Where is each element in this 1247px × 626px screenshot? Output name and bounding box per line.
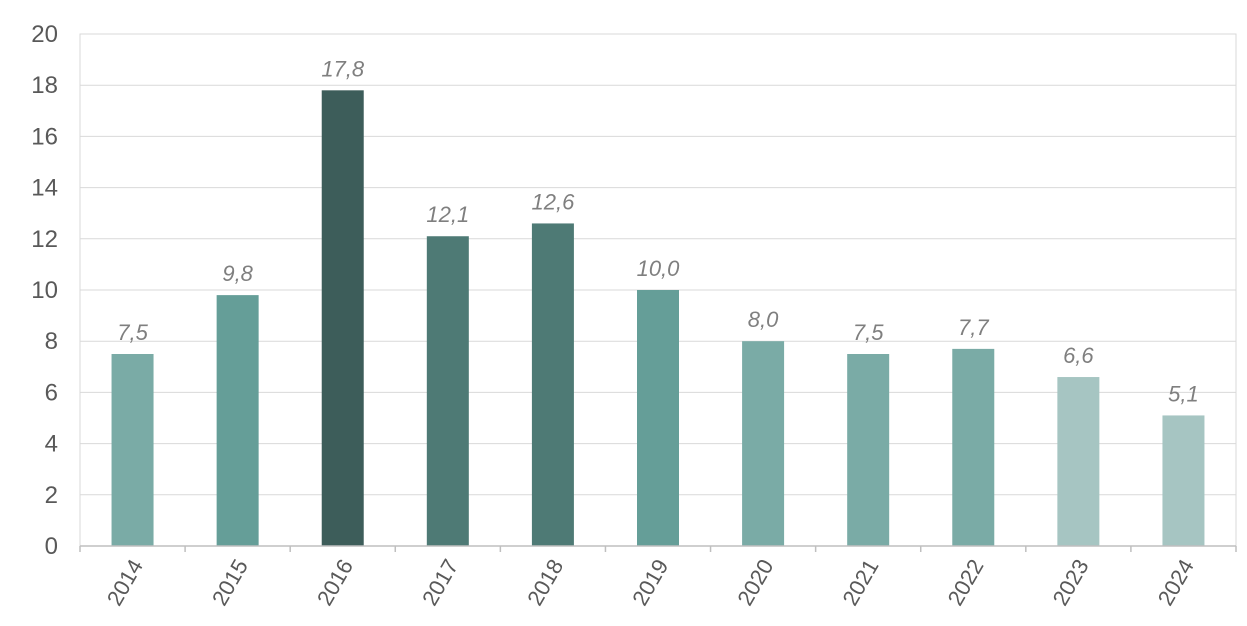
y-axis-ticks: 0 2 4 6 8 10 12 14 16 18 20 (31, 21, 58, 560)
bar-2023 (1057, 377, 1100, 546)
y-tick-label: 14 (31, 175, 58, 202)
bar-2021 (847, 354, 890, 546)
x-tick-label-2018: 2018 (522, 555, 568, 610)
y-tick-label: 8 (45, 328, 58, 355)
data-label-2023: 6,6 (1063, 343, 1094, 368)
x-tick-label-2021: 2021 (837, 555, 883, 610)
bars (111, 90, 1205, 547)
data-label-2017: 12,1 (426, 202, 469, 227)
x-tick-label-2019: 2019 (627, 555, 673, 610)
x-tick-label-2022: 2022 (943, 555, 989, 610)
y-tick-label: 10 (31, 277, 58, 304)
bar-2014 (111, 354, 154, 546)
x-tick-label-2015: 2015 (207, 555, 253, 610)
y-tick-label: 4 (45, 431, 58, 458)
y-tick-label: 20 (31, 21, 58, 48)
bar-2022 (952, 348, 995, 546)
x-tick-label-2024: 2024 (1153, 555, 1199, 610)
y-tick-label: 0 (45, 533, 58, 560)
data-label-2016: 17,8 (321, 56, 365, 81)
data-label-2020: 8,0 (748, 307, 779, 332)
bar-2017 (426, 236, 469, 547)
y-tick-label: 18 (31, 72, 58, 99)
x-tick-label-2023: 2023 (1048, 555, 1094, 610)
data-label-2015: 9,8 (222, 261, 253, 286)
y-tick-label: 16 (31, 123, 58, 150)
x-tick-label-2014: 2014 (102, 555, 148, 610)
bar-2020 (742, 341, 785, 546)
data-label-2018: 12,6 (531, 189, 575, 214)
bar-2016 (321, 90, 364, 546)
data-label-2022: 7,7 (958, 315, 989, 340)
y-tick-label: 6 (45, 379, 58, 406)
gridlines (80, 33, 1236, 496)
data-labels: 7,5 9,8 17,8 12,1 12,6 10,0 8,0 7,5 7,7 6,6 5,1 (117, 56, 1199, 406)
bar-2019 (637, 290, 679, 546)
data-label-2021: 7,5 (853, 320, 884, 345)
y-tick-label: 12 (31, 226, 58, 253)
x-tick-label-2016: 2016 (312, 555, 358, 610)
data-label-2014: 7,5 (117, 320, 148, 345)
x-tick-label-2017: 2017 (417, 555, 463, 610)
data-label-2024: 5,1 (1168, 381, 1199, 406)
data-label-2019: 10,0 (637, 256, 681, 281)
x-axis-ticks: 2014 2015 2016 2017 2018 2019 2020 2021 2022 2023… (79, 546, 1237, 610)
bar-2024 (1162, 415, 1205, 546)
bar-2018 (531, 223, 574, 546)
bar-2015 (216, 295, 259, 546)
y-tick-label: 2 (45, 482, 58, 509)
x-tick-label-2020: 2020 (732, 555, 778, 610)
